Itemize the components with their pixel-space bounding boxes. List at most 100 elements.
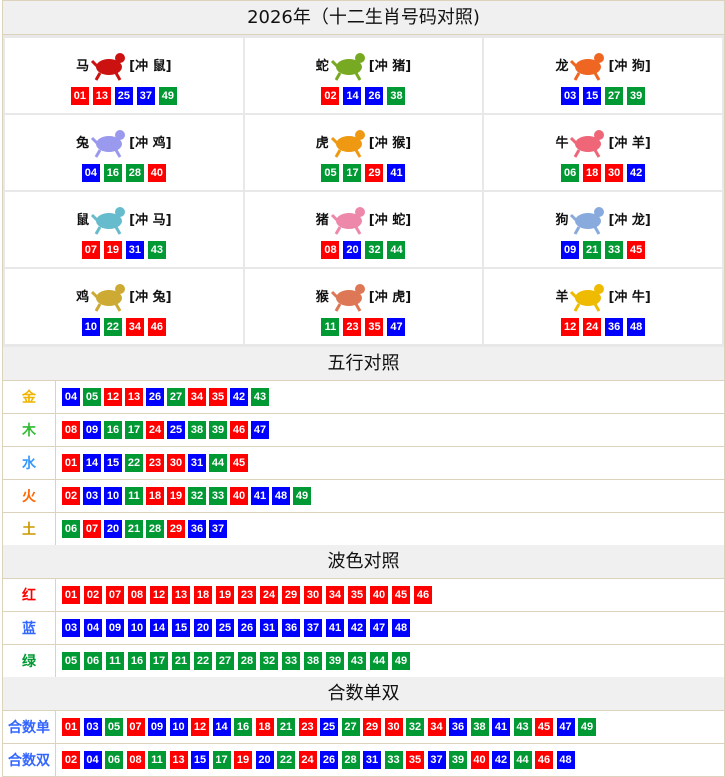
- number-ball: 15: [191, 751, 209, 769]
- zodiac-animal-icon: [569, 49, 607, 81]
- number-ball: 35: [365, 317, 384, 336]
- number-ball: 45: [627, 240, 646, 259]
- number-ball: 48: [556, 751, 575, 769]
- number-ball: 12: [104, 388, 122, 406]
- number-ball: 04: [81, 163, 100, 182]
- number-ball: 06: [561, 163, 580, 182]
- zodiac-heading: 猪 [冲 蛇]: [316, 201, 411, 237]
- number-ball: 17: [343, 163, 362, 182]
- zodiac-name: 牛: [555, 136, 569, 151]
- zodiac-heading: 虎 [冲 猴]: [316, 124, 411, 160]
- wuxing-label: 土: [3, 513, 56, 545]
- zodiac-clash: [冲 狗]: [608, 59, 651, 74]
- number-ball: 30: [384, 718, 403, 736]
- zodiac-cell: 兔 [冲 鸡] 04 16 28 40: [5, 115, 243, 190]
- number-ball: 38: [304, 652, 322, 670]
- number-ball: 27: [167, 388, 185, 406]
- number-ball: 48: [392, 619, 410, 637]
- number-list: 01 14 15 22 23 30 31 44 45: [62, 454, 248, 472]
- oddeven-label: 合数双: [3, 744, 56, 776]
- number-ball: 16: [234, 718, 252, 736]
- oddeven-table: 合数单 01 03 05 07 09 10 12 14 16 18 21 23 25 27 29 30 32 34 3…: [3, 711, 724, 776]
- zodiac-cell: 羊 [冲 牛] 12 24 36 48: [484, 269, 722, 344]
- zodiac-heading: 蛇 [冲 猪]: [316, 47, 411, 83]
- number-ball: 33: [209, 487, 227, 505]
- zodiac-clash: [冲 牛]: [608, 290, 651, 305]
- wave-table: 红 01 02 07 08 12 13 18 19 23 24 29 30 34 35 40 45 46 蓝 03 04…: [3, 579, 724, 677]
- zodiac-heading: 羊 [冲 牛]: [555, 278, 651, 314]
- number-ball: 35: [209, 388, 227, 406]
- number-ball: 09: [561, 240, 580, 259]
- number-ball: 43: [513, 718, 532, 736]
- wuxing-table: 金 04 05 12 13 26 27 34 35 42 43 木 08 09 16 17 24 25 38 39 46…: [3, 381, 724, 545]
- number-ball: 05: [321, 163, 340, 182]
- number-ball: 15: [104, 454, 122, 472]
- number-ball: 23: [343, 317, 362, 336]
- number-ball: 42: [627, 163, 646, 182]
- zodiac-clash: [冲 羊]: [608, 136, 651, 151]
- zodiac-cell: 猪 [冲 蛇] 08 20 32 44: [244, 192, 483, 267]
- number-ball: 02: [84, 586, 102, 604]
- number-ball: 09: [148, 718, 166, 736]
- number-ball: 13: [92, 86, 111, 105]
- number-ball: 22: [194, 652, 212, 670]
- zodiac-heading: 兔 [冲 鸡]: [76, 124, 172, 160]
- wuxing-row: 水 01 14 15 22 23 30 31 44 45: [3, 447, 724, 480]
- zodiac-heading: 猴 [冲 虎]: [316, 278, 411, 314]
- number-ball: 34: [188, 388, 206, 406]
- zodiac-clash: [冲 鸡]: [129, 136, 172, 151]
- number-ball: 07: [126, 718, 145, 736]
- number-ball: 28: [341, 751, 360, 769]
- number-ball: 01: [62, 718, 80, 736]
- number-list: 02 03 10 11 18 19 32 33 40 41 48 49: [62, 487, 311, 505]
- number-ball: 28: [146, 520, 164, 538]
- number-ball: 06: [84, 652, 102, 670]
- number-ball: 33: [282, 652, 300, 670]
- number-ball: 03: [62, 619, 80, 637]
- number-ball: 32: [260, 652, 278, 670]
- number-ball: 08: [128, 586, 146, 604]
- number-ball: 25: [320, 718, 338, 736]
- number-ball: 36: [449, 718, 467, 736]
- number-ball: 21: [125, 520, 143, 538]
- number-ball: 25: [167, 421, 185, 439]
- number-ball: 40: [470, 751, 489, 769]
- zodiac-animal-icon: [569, 126, 607, 158]
- number-ball: 11: [106, 652, 124, 670]
- number-ball: 34: [125, 317, 144, 336]
- zodiac-heading: 龙 [冲 狗]: [555, 47, 651, 83]
- wave-label: 绿: [3, 645, 56, 677]
- zodiac-animal-icon: [90, 280, 128, 312]
- number-ball: 29: [363, 718, 381, 736]
- number-ball: 47: [556, 718, 575, 736]
- number-ball: 21: [583, 240, 602, 259]
- number-list: 02 04 06 08 11 13 15 17 19 20 22 24 26 28 31 33 35 37 39 40…: [62, 751, 575, 769]
- number-ball: 24: [260, 586, 278, 604]
- zodiac-cell: 狗 [冲 龙] 09 21 33 45: [484, 192, 722, 267]
- number-ball: 32: [365, 240, 384, 259]
- number-ball: 26: [238, 619, 256, 637]
- number-ball: 36: [282, 619, 300, 637]
- number-ball: 22: [103, 317, 122, 336]
- number-ball: 34: [427, 718, 446, 736]
- zodiac-heading: 鼠 [冲 马]: [76, 201, 172, 237]
- number-ball: 43: [147, 240, 166, 259]
- number-ball: 02: [62, 751, 80, 769]
- wave-label: 红: [3, 579, 56, 611]
- zodiac-name: 鼠: [76, 213, 90, 228]
- number-ball: 27: [341, 718, 360, 736]
- zodiac-name: 虎: [315, 136, 329, 151]
- number-ball: 45: [392, 586, 410, 604]
- number-ball: 41: [492, 718, 510, 736]
- number-list: 06 18 30 42: [561, 163, 646, 182]
- number-ball: 38: [188, 421, 206, 439]
- number-list: 02 14 26 38: [321, 86, 406, 105]
- number-ball: 19: [234, 751, 252, 769]
- zodiac-heading: 狗 [冲 龙]: [555, 201, 651, 237]
- number-ball: 28: [238, 652, 256, 670]
- number-ball: 44: [209, 454, 227, 472]
- number-ball: 15: [172, 619, 190, 637]
- number-list: 03 15 27 39: [561, 86, 646, 105]
- number-ball: 07: [83, 520, 101, 538]
- number-ball: 39: [326, 652, 344, 670]
